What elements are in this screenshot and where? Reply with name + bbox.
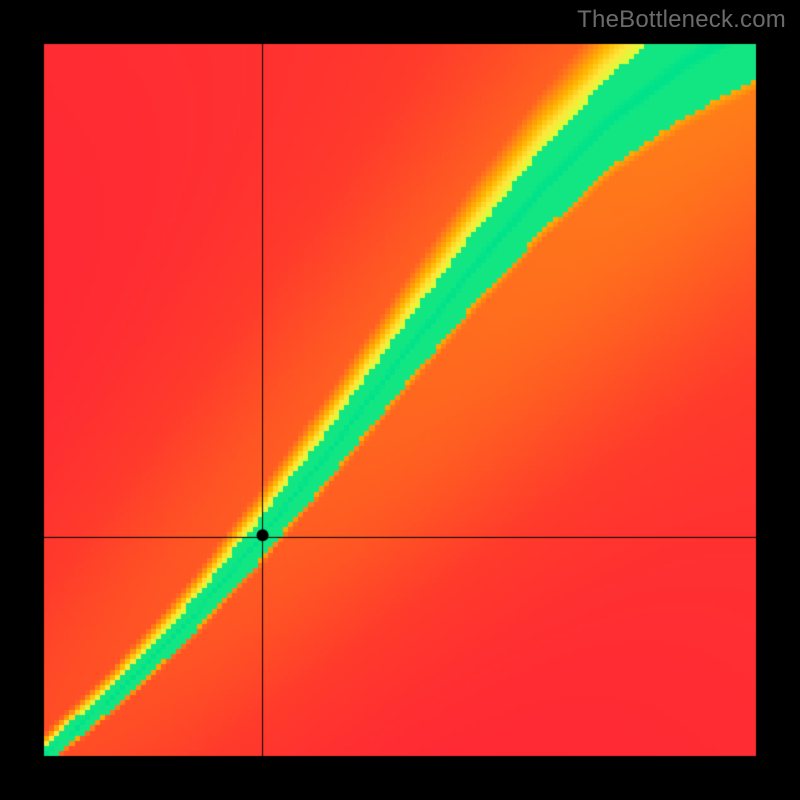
heatmap-canvas bbox=[0, 0, 800, 800]
watermark-text: TheBottleneck.com bbox=[577, 6, 786, 34]
